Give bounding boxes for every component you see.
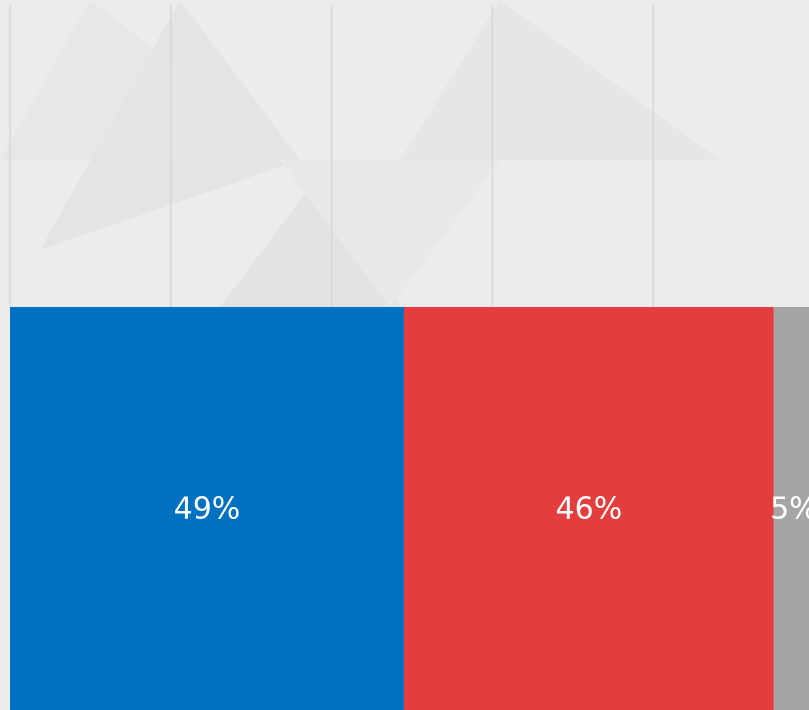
bar-segment (403, 307, 774, 710)
data-label: 5% (770, 492, 809, 527)
bar-segment (10, 307, 404, 710)
bar-segment (773, 307, 809, 710)
decor-triangle (0, 0, 300, 160)
data-label: 49% (174, 492, 241, 527)
decor-triangle (400, 0, 720, 160)
decor-triangle (280, 160, 500, 307)
decor-triangle (220, 160, 400, 307)
data-label: 46% (556, 492, 623, 527)
